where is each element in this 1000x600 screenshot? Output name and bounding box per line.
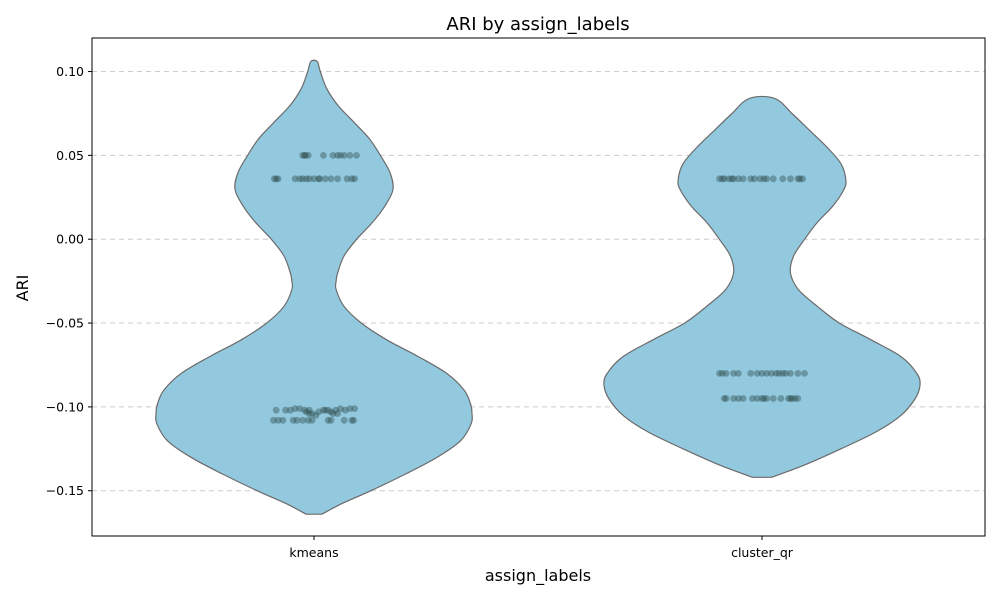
data-point-cluster-qr: [735, 370, 742, 377]
x-tick-label-kmeans: kmeans: [289, 545, 338, 560]
data-point-kmeans: [347, 152, 354, 159]
data-point-kmeans: [305, 152, 312, 159]
data-point-kmeans: [306, 410, 313, 417]
data-point-cluster-qr: [740, 395, 747, 402]
data-point-kmeans: [328, 417, 335, 424]
data-point-cluster-qr: [799, 175, 806, 182]
violin-kmeans: [156, 60, 473, 514]
y-tick-label: 0.00: [56, 232, 84, 247]
data-point-kmeans: [309, 417, 316, 424]
y-axis-ticks: 0.10 0.05 0.00 −0.05 −0.10 −0.15: [46, 64, 92, 498]
y-tick-label: −0.10: [46, 399, 84, 414]
data-point-kmeans: [351, 405, 358, 412]
data-point-cluster-qr: [723, 370, 730, 377]
data-point-cluster-qr: [787, 175, 794, 182]
data-point-cluster-qr: [723, 395, 730, 402]
data-point-cluster-qr: [787, 370, 794, 377]
x-axis-ticks: kmeans cluster_qr: [289, 536, 793, 560]
violins: [156, 60, 920, 514]
data-point-cluster-qr: [795, 370, 802, 377]
data-point-kmeans: [334, 175, 341, 182]
y-tick-label: 0.05: [56, 148, 84, 163]
data-point-kmeans: [334, 410, 341, 417]
data-point-kmeans: [273, 407, 280, 414]
data-point-cluster-qr: [779, 175, 786, 182]
data-point-kmeans: [320, 152, 327, 159]
data-point-kmeans: [279, 417, 286, 424]
data-point-kmeans: [351, 175, 358, 182]
violin-cluster-qr: [604, 96, 920, 477]
data-point-kmeans: [353, 152, 360, 159]
x-axis-label: assign_labels: [485, 566, 591, 586]
data-point-kmeans: [350, 417, 357, 424]
y-axis-label: ARI: [13, 275, 32, 302]
data-point-kmeans: [328, 175, 335, 182]
x-tick-label-cluster-qr: cluster_qr: [731, 545, 794, 560]
chart-title: ARI by assign_labels: [446, 14, 629, 35]
data-point-cluster-qr: [770, 175, 777, 182]
data-point-cluster-qr: [763, 175, 770, 182]
data-point-cluster-qr: [747, 370, 754, 377]
data-point-kmeans: [275, 175, 282, 182]
data-point-cluster-qr: [763, 395, 770, 402]
y-tick-label: −0.05: [46, 316, 84, 331]
data-point-cluster-qr: [740, 175, 747, 182]
data-point-cluster-qr: [770, 395, 777, 402]
y-tick-label: 0.10: [56, 64, 84, 79]
data-point-cluster-qr: [801, 370, 808, 377]
y-tick-label: −0.15: [46, 483, 84, 498]
data-point-cluster-qr: [795, 395, 802, 402]
data-point-cluster-qr: [778, 395, 785, 402]
data-point-kmeans: [341, 417, 348, 424]
